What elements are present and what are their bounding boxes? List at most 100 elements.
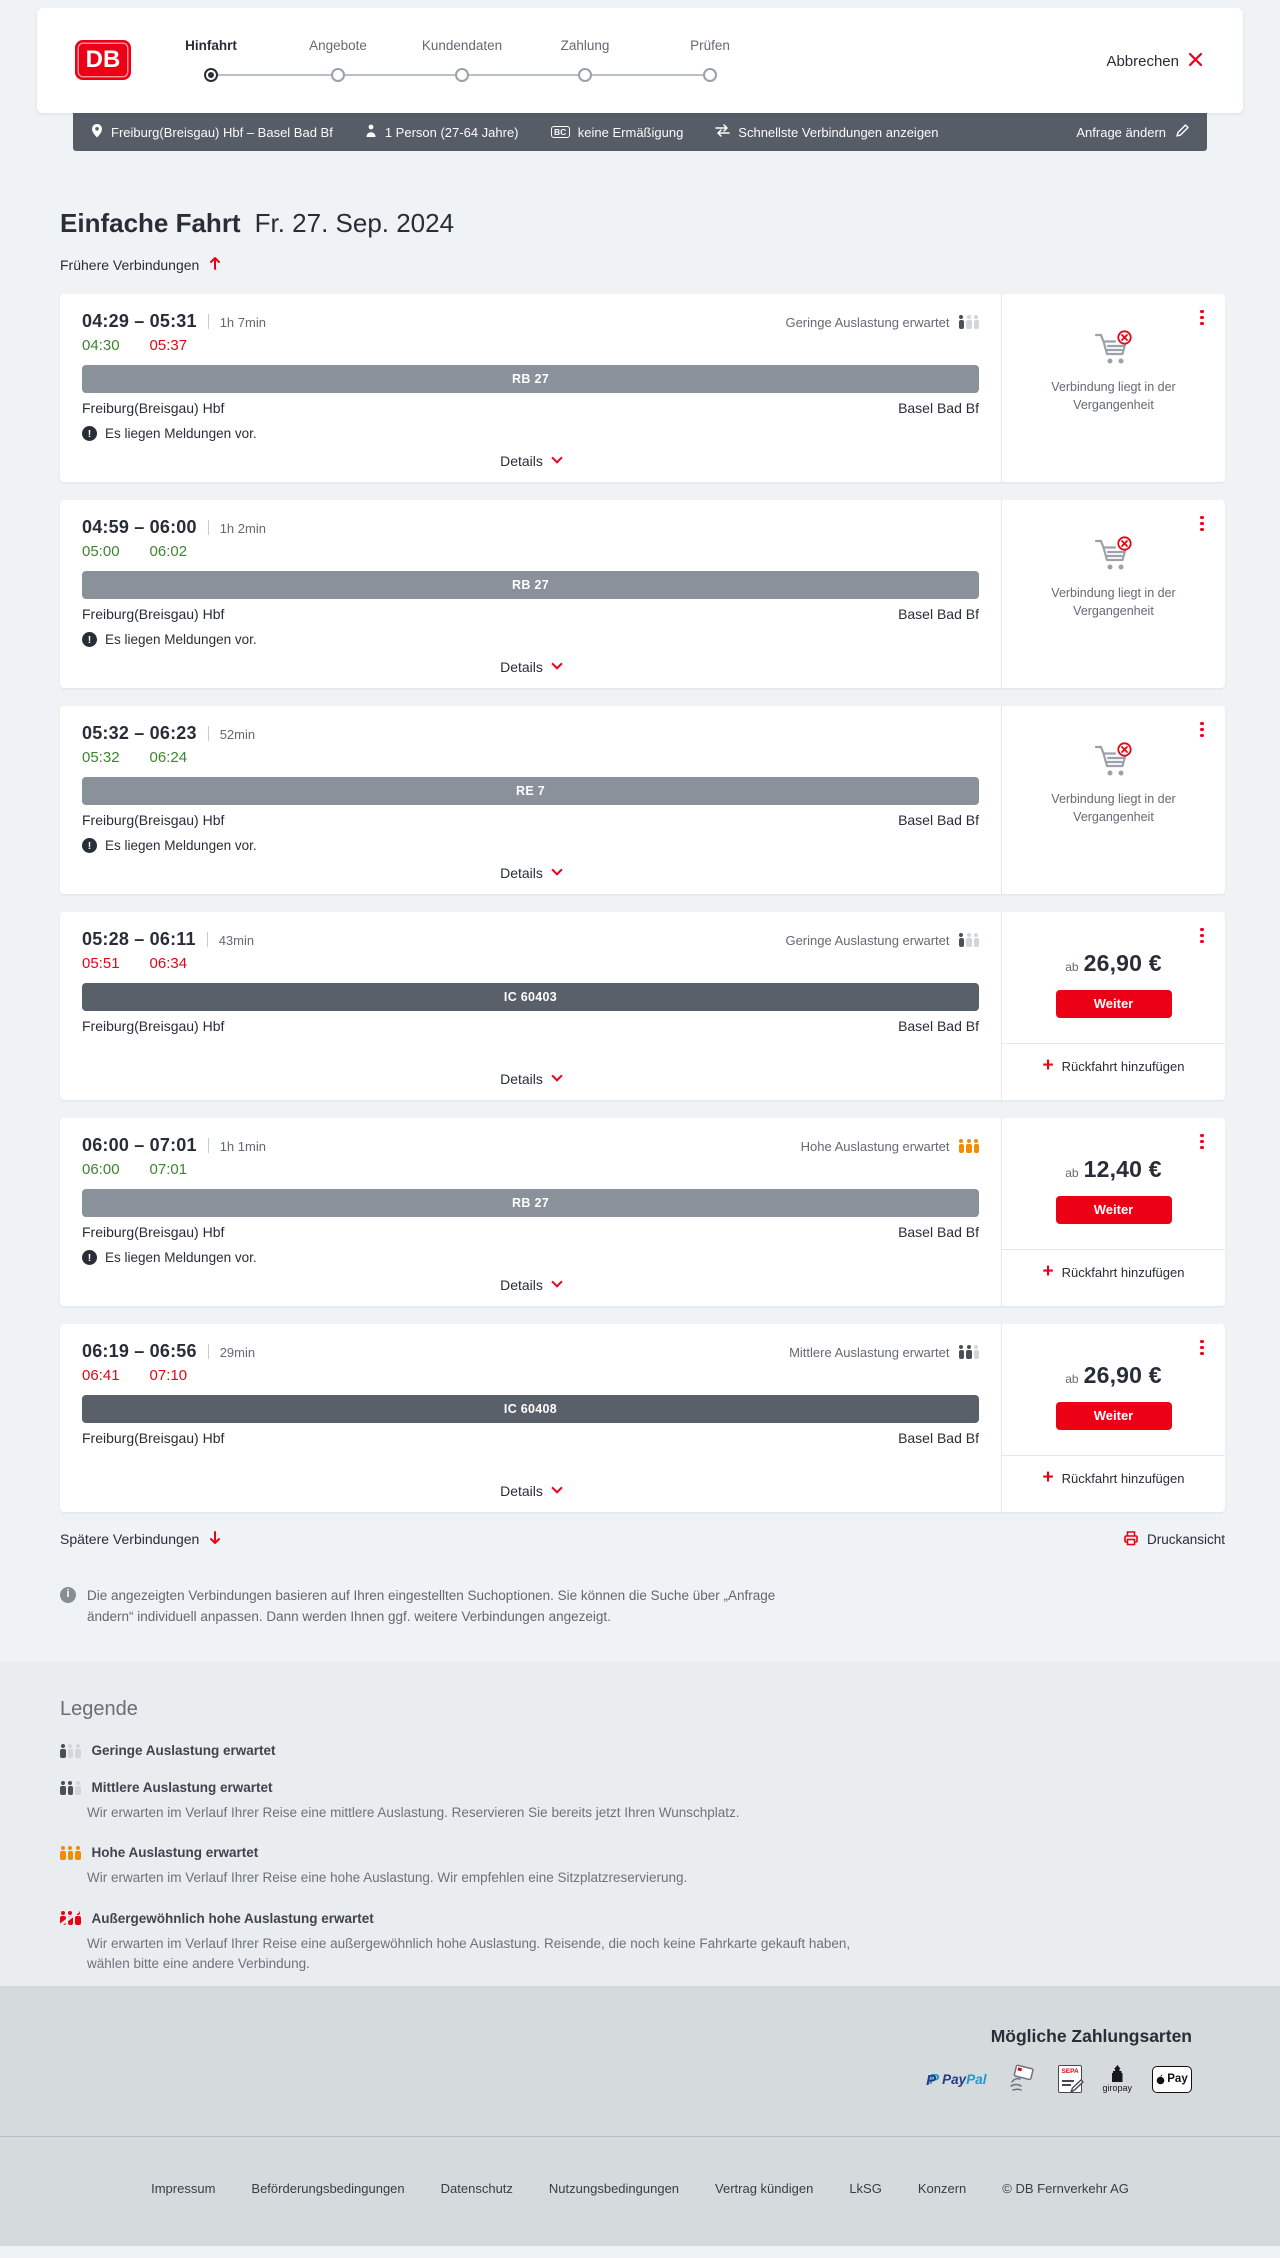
plus-icon: + xyxy=(1042,1261,1054,1282)
continue-button[interactable]: Weiter xyxy=(1055,1195,1172,1224)
past-connection-panel: Verbindung liegt in der Vergangenheit xyxy=(1002,706,1225,828)
details-button[interactable]: Details xyxy=(500,864,563,881)
time-range: 05:28 – 06:11 xyxy=(82,928,196,949)
occupancy: Mittlere Auslastung erwartet xyxy=(789,1345,979,1360)
price-prefix: ab xyxy=(1065,1371,1079,1386)
occupancy-icon xyxy=(60,1743,81,1758)
more-options-button[interactable] xyxy=(1197,307,1207,329)
earlier-connections-button[interactable]: Frühere Verbindungen xyxy=(60,256,222,273)
actual-departure: 05:00 xyxy=(82,542,120,560)
connection-details: 05:32 – 06:23 52min 05:32 06:24 RE 7 Freiburg… xyxy=(60,706,1001,894)
print-view-button[interactable]: Druckansicht xyxy=(1123,1530,1225,1549)
connections-list: 04:29 – 05:31 1h 7min Geringe Auslastung e… xyxy=(60,293,1225,1512)
connection-card: 06:19 – 06:56 29min Mittlere Auslastung er… xyxy=(60,1323,1225,1512)
cancel-button[interactable]: Abbrechen xyxy=(1106,52,1203,71)
add-return-button[interactable]: + Rückfahrt hinzufügen xyxy=(1002,1056,1225,1075)
footer-link-datenschutz[interactable]: Datenschutz xyxy=(440,2181,513,2197)
step-label: Hinfahrt xyxy=(185,38,237,53)
actual-arrival: 06:02 xyxy=(149,542,188,560)
legend-title: Legende xyxy=(60,1698,138,1721)
more-options-button[interactable] xyxy=(1197,1337,1207,1359)
legend-item-description: Wir erwarten im Verlauf Ihrer Reise eine… xyxy=(87,1935,851,1971)
step-label: Zahlung xyxy=(560,38,610,53)
db-logo: DB xyxy=(75,40,131,80)
more-options-button[interactable] xyxy=(1197,1131,1207,1153)
panel-divider xyxy=(1002,1248,1225,1250)
later-connections-button[interactable]: Spätere Verbindungen xyxy=(60,1530,222,1548)
modify-search-button[interactable]: Anfrage ändern xyxy=(1076,123,1189,141)
details-label: Details xyxy=(500,1482,543,1499)
legend-item-head: Mittlere Auslastung erwartet xyxy=(60,1780,1220,1795)
cart-crossed-icon xyxy=(1092,741,1136,782)
connection-details: 04:29 – 05:31 1h 7min Geringe Auslastung e… xyxy=(60,294,1001,482)
occupancy-label: Geringe Auslastung erwartet xyxy=(785,314,950,330)
connection-card: 04:29 – 05:31 1h 7min Geringe Auslastung e… xyxy=(60,293,1225,482)
price-prefix: ab xyxy=(1065,959,1079,974)
footer-link-impressum[interactable]: Impressum xyxy=(151,2181,216,2197)
notice-text: Es liegen Meldungen vor. xyxy=(105,632,257,647)
footer-link-konzern[interactable]: Konzern xyxy=(917,2181,967,2197)
more-options-button[interactable] xyxy=(1197,513,1207,535)
step-circle-icon xyxy=(455,68,469,82)
divider xyxy=(207,725,209,741)
footer-link-vertrag-k-ndigen[interactable]: Vertrag kündigen xyxy=(715,2181,814,2197)
time-range: 05:32 – 06:23 xyxy=(82,722,197,743)
legend-item-description: Wir erwarten im Verlauf Ihrer Reise eine… xyxy=(87,1870,688,1886)
real-times: 06:00 07:01 xyxy=(82,1161,979,1178)
legend-item-head: Geringe Auslastung erwartet xyxy=(60,1743,1220,1758)
print-label: Druckansicht xyxy=(1146,1531,1225,1547)
swap-arrows-icon xyxy=(715,124,731,140)
footer-link-lksg[interactable]: LkSG xyxy=(849,2181,882,2197)
continue-button[interactable]: Weiter xyxy=(1055,989,1172,1018)
notice-text: Es liegen Meldungen vor. xyxy=(105,1250,257,1265)
stations-row: Freiburg(Breisgau) Hbf Basel Bad Bf xyxy=(82,1018,979,1034)
results-main: Einfache Fahrt Fr. 27. Sep. 2024 Frühere … xyxy=(0,208,1280,1662)
step-circle-icon xyxy=(703,68,717,82)
more-options-button[interactable] xyxy=(1197,925,1207,947)
notice-row xyxy=(82,1043,979,1061)
price-row: ab 26,90 € xyxy=(1002,950,1225,977)
applepay-icon: Pay xyxy=(1152,2065,1192,2093)
printer-icon xyxy=(1123,1530,1139,1549)
more-options-button[interactable] xyxy=(1197,719,1207,741)
footer-link-nutzungsbedingungen[interactable]: Nutzungsbedingungen xyxy=(548,2181,680,2197)
stations-row: Freiburg(Breisgau) Hbf Basel Bad Bf xyxy=(82,1430,979,1446)
arrow-up-icon xyxy=(208,256,222,273)
notice-text: Es liegen Meldungen vor. xyxy=(105,838,257,853)
divider xyxy=(206,931,208,947)
chevron-down-icon xyxy=(551,452,563,464)
arrow-down-icon xyxy=(208,1530,222,1548)
continue-button[interactable]: Weiter xyxy=(1055,1401,1172,1430)
alert-icon: ! xyxy=(82,426,97,441)
info-text: Die angezeigten Verbindungen basieren au… xyxy=(87,1587,776,1625)
details-button[interactable]: Details xyxy=(500,452,563,469)
footer-link-bef-rderungsbedingungen[interactable]: Beförderungsbedingungen xyxy=(251,2181,405,2197)
details-button[interactable]: Details xyxy=(500,1276,563,1293)
origin-station: Freiburg(Breisgau) Hbf xyxy=(82,605,225,622)
legend-item: Geringe Auslastung erwartet xyxy=(60,1743,1220,1758)
payment-title: Mögliche Zahlungsarten xyxy=(990,2026,1192,2047)
occupancy-icon xyxy=(958,315,979,329)
add-return-button[interactable]: + Rückfahrt hinzufügen xyxy=(1002,1261,1225,1282)
panel-divider xyxy=(1002,1454,1225,1456)
occupancy-icon xyxy=(958,1139,979,1153)
price-prefix: ab xyxy=(1065,1165,1079,1180)
details-button[interactable]: Details xyxy=(500,1482,563,1499)
modify-label: Anfrage ändern xyxy=(1076,124,1166,140)
actual-departure: 06:00 xyxy=(82,1160,120,1178)
page-title: Einfache Fahrt xyxy=(60,208,241,238)
later-row: Spätere Verbindungen Druckansicht xyxy=(60,1530,1225,1549)
real-times: 05:00 06:02 xyxy=(82,543,979,560)
chevron-down-icon xyxy=(551,1482,563,1494)
chevron-down-icon xyxy=(551,864,563,876)
alert-icon: ! xyxy=(82,1250,97,1265)
details-label: Details xyxy=(500,452,543,469)
destination-station: Basel Bad Bf xyxy=(898,399,979,416)
add-return-button[interactable]: + Rückfahrt hinzufügen xyxy=(1002,1468,1225,1487)
actual-departure: 05:32 xyxy=(82,748,120,766)
route-summary: Freiburg(Breisgau) Hbf – Basel Bad Bf xyxy=(91,123,333,141)
details-button[interactable]: Details xyxy=(500,658,563,675)
add-return-label: Rückfahrt hinzufügen xyxy=(1061,1264,1185,1280)
details-button[interactable]: Details xyxy=(500,1070,563,1087)
